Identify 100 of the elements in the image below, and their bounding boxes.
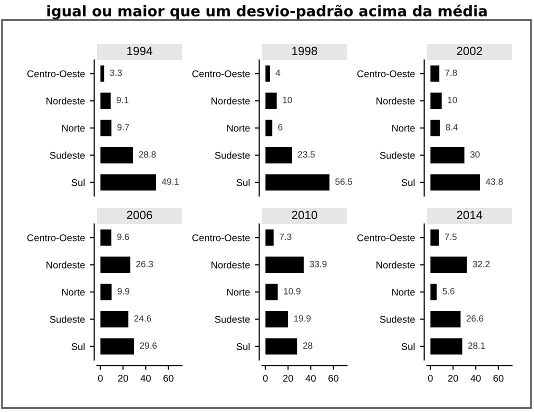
bar — [265, 284, 278, 300]
y-tick-label: Sul — [236, 342, 250, 350]
bar — [265, 120, 272, 136]
chart-title: 2010 — [292, 210, 318, 220]
y-tick-label: Sudeste — [50, 316, 85, 323]
chart-title: 1994 — [127, 46, 152, 56]
bar — [265, 65, 270, 82]
bar — [430, 338, 462, 355]
x-tick-label: 0 — [428, 374, 433, 382]
y-tick-label: Sudeste — [50, 152, 85, 159]
bar — [430, 147, 464, 164]
x-tick-label: 60 — [163, 374, 174, 382]
data-label: 33.9 — [310, 260, 327, 268]
chart-title: 2002 — [456, 46, 482, 56]
y-tick-label: Centro-Oeste — [192, 70, 250, 78]
bar — [265, 229, 274, 246]
y-tick-label: Norte — [392, 124, 415, 132]
data-label: 29.6 — [140, 342, 157, 349]
y-tick-label: Nordeste — [376, 97, 415, 104]
bar — [100, 120, 112, 136]
bar — [430, 229, 439, 246]
y-tick-label: Sudeste — [380, 316, 415, 323]
bar — [100, 311, 128, 328]
data-label: 10 — [448, 96, 457, 104]
y-tick-label: Centro-Oeste — [27, 70, 85, 78]
data-label: 26.3 — [136, 260, 153, 268]
bar — [265, 92, 277, 109]
y-tick-label: Centro-Oeste — [357, 234, 415, 242]
bar — [430, 311, 461, 328]
data-label: 30 — [470, 151, 480, 158]
bar — [265, 338, 298, 355]
data-label: 49.1 — [162, 178, 179, 185]
bar — [265, 311, 288, 328]
data-label: 56.5 — [335, 178, 352, 185]
data-label: 7.3 — [280, 234, 292, 240]
y-tick-label: Nordeste — [212, 97, 250, 104]
x-tick-label: 40 — [140, 374, 151, 382]
data-label: 43.8 — [486, 178, 503, 185]
bar — [100, 229, 112, 246]
data-label: 28.1 — [468, 342, 485, 349]
x-tick-label: 20 — [448, 374, 458, 382]
x-tick-label: 0 — [263, 374, 268, 382]
data-label: 9.1 — [116, 96, 128, 104]
y-tick-label: Norte — [62, 124, 85, 132]
chart-title: 2014 — [456, 210, 482, 220]
data-label: 7.5 — [444, 234, 457, 240]
data-label: 9.6 — [117, 234, 129, 240]
bar — [100, 92, 111, 109]
y-tick-label: Sul — [402, 178, 415, 186]
y-tick-label: Sul — [72, 178, 85, 186]
bar — [100, 338, 134, 355]
data-label: 9.9 — [118, 288, 130, 294]
y-tick-label: Centro-Oeste — [192, 234, 250, 242]
y-tick-label: Norte — [392, 288, 415, 296]
data-label: 28.8 — [139, 151, 156, 158]
bar — [100, 284, 112, 300]
bar — [430, 256, 467, 273]
bar — [430, 284, 437, 300]
y-tick-label: Sudeste — [214, 152, 250, 159]
data-label: 9.7 — [117, 124, 130, 130]
y-tick-label: Norte — [62, 288, 85, 296]
y-tick-label: Nordeste — [46, 97, 85, 104]
data-label: 24.6 — [134, 315, 152, 322]
y-tick-label: Nordeste — [46, 261, 85, 268]
y-tick-label: Sul — [236, 178, 250, 186]
data-label: 23.5 — [298, 151, 315, 158]
x-tick-label: 20 — [118, 374, 128, 382]
text: igual ou maior que um desvio-padrão acima da média — [47, 4, 487, 20]
data-label: 7.8 — [445, 70, 457, 76]
y-tick-label: Sudeste — [214, 316, 250, 323]
y-tick-label: Nordeste — [376, 261, 415, 268]
bar — [430, 120, 440, 136]
data-label: 10 — [282, 96, 292, 104]
x-tick-label: 20 — [283, 374, 294, 382]
x-tick-label: 40 — [306, 374, 316, 382]
x-tick-label: 0 — [98, 374, 103, 382]
x-tick-label: 40 — [470, 374, 481, 382]
bar — [100, 256, 130, 273]
chart-title: 1998 — [292, 46, 318, 56]
y-tick-label: Sul — [402, 342, 415, 350]
y-tick-label: Centro-Oeste — [357, 70, 415, 78]
bar — [430, 65, 440, 82]
data-label: 32.2 — [472, 260, 490, 268]
y-tick-label: Nordeste — [212, 261, 250, 268]
data-label: 5.6 — [442, 288, 454, 294]
bar — [100, 147, 134, 164]
x-tick-label: 60 — [328, 374, 338, 382]
data-label: 3.3 — [110, 70, 122, 76]
bar — [100, 174, 156, 191]
y-tick-label: Norte — [227, 288, 250, 296]
x-tick-label: 60 — [493, 374, 504, 382]
chart-title: 2006 — [126, 210, 152, 220]
bar — [430, 174, 480, 191]
data-label: 28 — [303, 342, 312, 349]
bar — [100, 65, 104, 82]
bar — [265, 147, 292, 164]
y-tick-label: Sudeste — [380, 152, 415, 159]
bar — [430, 92, 442, 109]
bar — [265, 174, 330, 191]
y-tick-label: Sul — [72, 342, 85, 350]
